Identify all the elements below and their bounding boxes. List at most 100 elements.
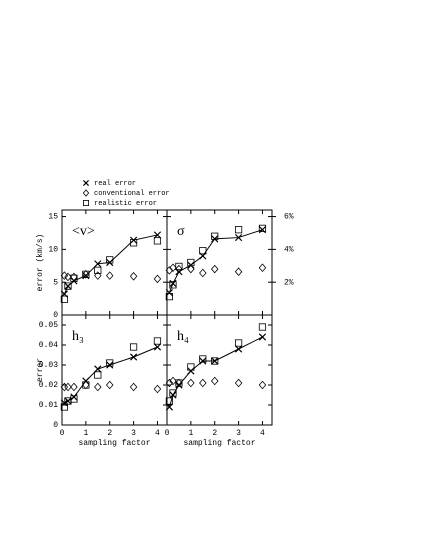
square-marker <box>234 226 243 234</box>
diamond-marker <box>129 382 138 392</box>
square-marker <box>175 262 183 271</box>
y2-tick-label: 2% <box>284 278 294 287</box>
diamond-marker <box>187 264 195 274</box>
square-marker <box>169 281 177 289</box>
cross-marker <box>64 282 72 290</box>
panel-label: σ <box>177 224 185 239</box>
diamond-marker <box>165 378 174 388</box>
diamond-marker <box>258 380 267 390</box>
legend-label: real error <box>94 180 136 188</box>
square-marker <box>169 389 177 397</box>
y-tick-label: 5 <box>53 278 58 287</box>
x-tick-label: 2 <box>212 429 217 438</box>
cross-marker <box>258 333 267 341</box>
cross-marker <box>234 345 243 353</box>
series-line <box>64 346 158 404</box>
square-marker <box>106 256 114 264</box>
cross-marker <box>153 343 162 351</box>
diamond-marker <box>169 263 177 273</box>
diamond-marker <box>210 264 219 274</box>
cross-marker <box>106 361 114 369</box>
legend-marker <box>83 199 90 206</box>
legend-marker <box>82 189 90 197</box>
y-tick-label: 10 <box>48 245 58 254</box>
y-tick-label: 0 <box>53 311 58 320</box>
cross-marker <box>129 236 138 244</box>
x-tick-label: 1 <box>188 429 193 438</box>
square-marker <box>211 232 219 240</box>
y2-tick-label: 6% <box>284 213 294 222</box>
cross-marker <box>211 357 219 365</box>
cross-marker <box>129 353 138 361</box>
diamond-marker <box>82 270 90 279</box>
diamond-marker <box>187 378 195 388</box>
cross-marker <box>165 289 174 297</box>
diamond-marker <box>175 378 183 388</box>
square-marker <box>187 258 195 267</box>
y-tick-label: 0.04 <box>39 341 58 350</box>
square-marker <box>211 357 219 365</box>
x-tick-label: 1 <box>83 429 88 438</box>
x-axis-label: sampling factor <box>183 439 255 448</box>
legend-label: conventional error <box>94 190 170 198</box>
cross-marker <box>234 233 243 242</box>
y-axis-label: error <box>36 358 45 382</box>
square-marker <box>153 337 162 345</box>
series-line <box>168 336 263 408</box>
diamond-marker <box>82 380 90 390</box>
square-marker <box>187 363 195 371</box>
diamond-marker <box>94 271 102 280</box>
diamond-marker <box>70 272 78 282</box>
square-marker <box>199 355 207 363</box>
square-marker <box>165 397 173 405</box>
y-tick-label: 0.01 <box>39 401 58 410</box>
cross-marker <box>153 231 162 239</box>
square-marker <box>258 224 267 232</box>
x-tick-label: 3 <box>236 429 241 438</box>
x-tick-label: 0 <box>60 429 65 438</box>
x-tick-label: 4 <box>155 429 160 438</box>
square-marker <box>60 295 68 303</box>
x-tick-label: 2 <box>107 429 112 438</box>
diamond-marker <box>199 378 207 388</box>
square-marker <box>82 270 90 278</box>
diamond-marker <box>70 382 78 392</box>
diamond-marker <box>175 264 183 274</box>
diamond-marker <box>258 263 267 273</box>
diamond-marker <box>60 382 69 392</box>
panel-frame <box>166 314 273 426</box>
square-marker <box>106 359 114 367</box>
y2-tick-label: 4% <box>284 245 294 254</box>
square-marker <box>199 247 207 255</box>
square-marker <box>94 266 102 274</box>
cross-marker <box>94 260 102 268</box>
square-marker <box>64 282 72 290</box>
x-tick-label: 3 <box>131 429 136 438</box>
y-tick-label: 15 <box>48 213 58 222</box>
panel-label: <v> <box>72 224 95 239</box>
x-axis-label: sampling factor <box>78 439 150 448</box>
cross-marker <box>94 365 102 373</box>
diamond-marker <box>153 384 162 394</box>
diamond-marker <box>64 272 72 282</box>
diamond-marker <box>105 380 114 390</box>
square-marker <box>129 343 138 351</box>
square-marker <box>82 381 90 389</box>
diamond-marker <box>234 378 243 388</box>
x-tick-label: 0 <box>165 429 170 438</box>
square-marker <box>129 239 138 247</box>
cross-marker <box>187 367 195 375</box>
cross-marker <box>64 397 72 405</box>
diamond-marker <box>153 274 162 284</box>
square-marker <box>153 237 162 245</box>
square-marker <box>70 274 78 282</box>
square-marker <box>258 323 267 331</box>
y-tick-label: 0.03 <box>39 361 58 370</box>
square-marker <box>94 371 102 379</box>
diamond-marker <box>210 376 219 386</box>
cross-marker <box>70 393 78 401</box>
square-marker <box>64 397 72 405</box>
diamond-marker <box>199 268 207 278</box>
panel-label: h₃ <box>72 329 84 344</box>
